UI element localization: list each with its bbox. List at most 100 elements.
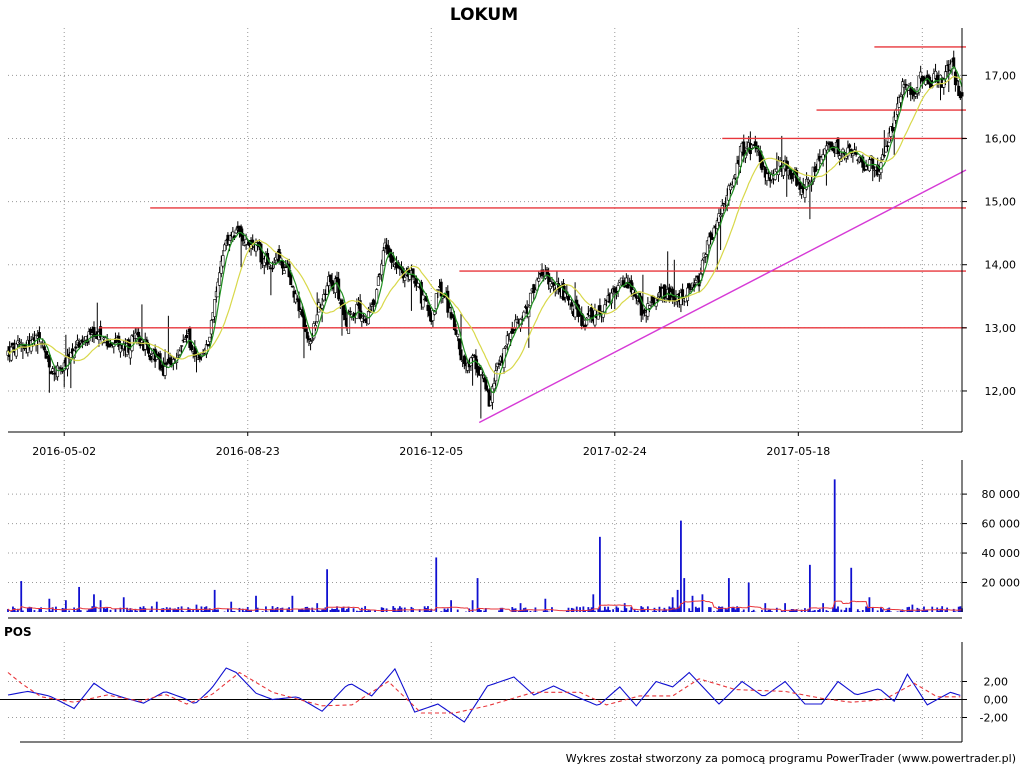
price-candle-body	[234, 229, 238, 234]
price-candle-body	[451, 314, 455, 318]
price-candle-body	[244, 239, 248, 246]
volume-bar	[937, 610, 940, 612]
price-candle-body	[884, 146, 888, 153]
price-candle-body	[899, 96, 903, 103]
price-candle-body	[312, 323, 316, 339]
volume-bar	[213, 589, 216, 612]
volume-bar	[792, 609, 795, 612]
price-candle-body	[914, 93, 918, 97]
price-candle-body	[585, 317, 589, 326]
volume-bar	[676, 589, 679, 612]
volume-bar	[136, 610, 138, 612]
price-y-tick-label: 12,00	[985, 385, 1017, 398]
price-candle-body	[190, 344, 194, 351]
volume-bar	[331, 608, 333, 612]
volume-bar	[91, 606, 94, 612]
volume-bar	[861, 610, 864, 612]
pos-lines	[7, 667, 961, 723]
price-x-tick-label: 2016-12-05	[399, 445, 463, 458]
volume-bar	[923, 606, 925, 612]
volume-bar	[299, 609, 302, 612]
price-candle-body	[282, 270, 286, 275]
price-candle-body	[228, 240, 232, 245]
volume-bar	[519, 603, 522, 612]
volume-bar	[865, 606, 868, 612]
price-y-tick-label: 17,00	[985, 69, 1017, 82]
volume-bar	[617, 607, 619, 612]
volume-bar	[625, 608, 628, 612]
volume-bar	[517, 610, 520, 612]
price-candle-body	[955, 80, 959, 82]
volume-bar	[122, 597, 125, 612]
pos-grid	[0, 642, 962, 740]
volume-bar	[344, 610, 347, 612]
volume-bar	[28, 606, 31, 612]
price-candle-body	[447, 306, 451, 309]
volume-bar	[575, 606, 578, 612]
volume-bar	[248, 610, 251, 612]
volume-bar	[840, 609, 843, 612]
price-axes: 12,00 13,00 14,00 15,00 16,00 17,00 2016-05-02…	[8, 28, 1016, 458]
volume-bar	[281, 607, 284, 612]
price-candle-body	[806, 179, 810, 183]
price-candle-body	[188, 328, 192, 348]
price-candle-body	[180, 345, 184, 347]
volume-y-tick-label: 20 000	[982, 577, 1021, 590]
price-candle-body	[838, 155, 842, 160]
price-candle-body	[816, 158, 820, 170]
volume-bar	[20, 581, 23, 612]
volume-bar	[959, 606, 962, 612]
price-candle-body	[309, 341, 313, 345]
long-moving-average-line	[7, 75, 963, 375]
price-candle-body	[953, 71, 957, 86]
price-candle-body	[528, 292, 532, 307]
price-candle-body	[643, 309, 647, 312]
volume-bar	[526, 609, 529, 612]
short-moving-average-line	[7, 65, 963, 394]
volume-bar	[817, 610, 820, 612]
price-candle-body	[358, 300, 362, 320]
volume-bar	[584, 610, 586, 612]
volume-bar	[298, 608, 300, 612]
volume-bar	[734, 609, 737, 612]
volume-bar	[195, 604, 198, 612]
volume-bar	[701, 594, 704, 612]
volume-bar	[770, 611, 773, 612]
price-candle-body	[47, 354, 51, 368]
price-candle-body	[51, 368, 55, 372]
price-candle-body	[416, 283, 420, 287]
price-candle-body	[462, 355, 466, 364]
volume-bar	[311, 607, 314, 612]
volume-bar	[10, 611, 13, 612]
price-candle-body	[56, 365, 60, 378]
volume-bar	[623, 603, 626, 612]
volume-bar	[321, 609, 324, 612]
volume-bar	[185, 611, 188, 612]
volume-bar	[661, 610, 664, 612]
volume-bar	[848, 607, 851, 612]
volume-bar	[365, 611, 368, 612]
price-candle-body	[824, 145, 828, 151]
price-candle-body	[428, 307, 432, 316]
volume-bar	[484, 608, 487, 612]
volume-bar	[182, 611, 185, 612]
volume-bar	[21, 610, 24, 612]
price-candle-body	[267, 264, 271, 267]
price-candle-body	[403, 277, 407, 281]
volume-bar	[76, 608, 79, 612]
volume-bar	[102, 607, 105, 612]
volume-bar	[443, 608, 446, 612]
price-candle-body	[882, 154, 886, 157]
price-panel: LOKUM 12,00 13,00 14,00 15,00 16,00 17,00 2016…	[6, 5, 1016, 458]
volume-bar	[355, 610, 358, 612]
volume-bar	[957, 606, 960, 612]
price-candle-body	[871, 156, 875, 169]
volume-bar	[471, 600, 474, 612]
volume-bar	[880, 606, 882, 612]
price-x-tick-label: 2016-08-23	[216, 445, 280, 458]
volume-bar	[633, 609, 636, 612]
price-candle-body	[92, 327, 96, 338]
price-candle-body	[360, 317, 364, 322]
volume-bar	[599, 536, 601, 612]
volume-bar	[51, 607, 54, 612]
